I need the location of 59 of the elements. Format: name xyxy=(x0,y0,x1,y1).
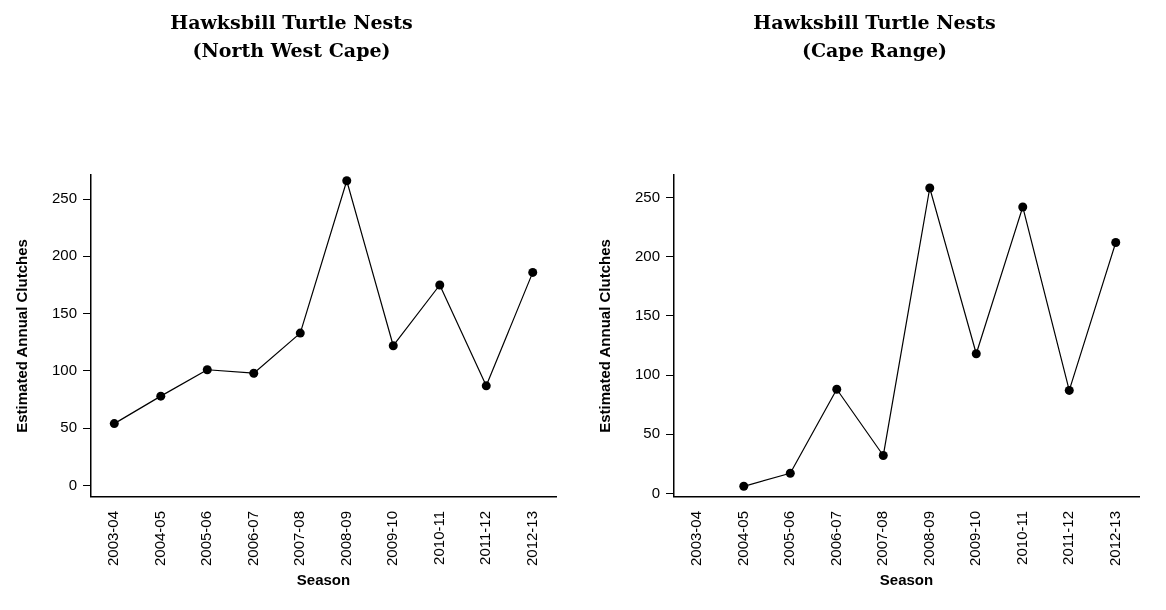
x-tick-label: 2008-09 xyxy=(336,510,354,567)
y-tick-label: 250 xyxy=(635,187,661,205)
x-tick-label: 2011-12 xyxy=(1059,510,1077,565)
x-tick-label: 2004-05 xyxy=(733,510,751,567)
point xyxy=(388,341,398,351)
point xyxy=(342,176,352,186)
y-tick-label: 150 xyxy=(635,305,661,323)
y-tick-label: 200 xyxy=(635,246,661,264)
x-axis-title: Season xyxy=(296,571,351,589)
y-tick-label: 0 xyxy=(68,475,78,493)
x-tick-label: 2010-11 xyxy=(1012,510,1030,565)
chart-title: Hawksbill Turtle Nests xyxy=(752,10,997,35)
point xyxy=(202,365,212,375)
point xyxy=(739,481,749,491)
point xyxy=(481,381,491,391)
x-tick-label: 2006-07 xyxy=(826,510,844,567)
point xyxy=(295,328,305,338)
y-tick-label: 0 xyxy=(651,483,661,501)
y-tick-label: 50 xyxy=(60,418,78,436)
y-tick-label: 200 xyxy=(52,246,78,264)
x-axis-title: Season xyxy=(879,571,934,589)
y-tick-label: 100 xyxy=(52,361,78,379)
point xyxy=(785,468,795,478)
y-axis-title: Estimated Annual Clutches xyxy=(596,239,614,433)
x-tick-label: 2012-13 xyxy=(1105,510,1123,567)
chart-title: Hawksbill Turtle Nests xyxy=(169,10,414,35)
point xyxy=(878,451,888,461)
y-tick-label: 150 xyxy=(52,303,78,321)
point xyxy=(156,391,166,401)
x-tick-label: 2011-12 xyxy=(476,510,494,565)
point xyxy=(1018,202,1028,212)
point xyxy=(109,419,119,429)
y-tick-label: 250 xyxy=(52,189,78,207)
point xyxy=(925,183,935,193)
point xyxy=(249,368,259,378)
y-tick-label: 50 xyxy=(643,424,661,442)
x-tick-label: 2003-04 xyxy=(104,510,122,567)
x-tick-label: 2006-07 xyxy=(243,510,261,567)
x-tick-label: 2008-09 xyxy=(919,510,937,567)
chart-subtitle: (Cape Range) xyxy=(800,38,949,63)
x-tick-label: 2009-10 xyxy=(383,510,401,567)
point xyxy=(528,267,538,277)
y-tick-label: 100 xyxy=(635,365,661,383)
x-tick-label: 2005-06 xyxy=(197,510,215,567)
x-tick-label: 2004-05 xyxy=(150,510,168,567)
x-tick-label: 2012-13 xyxy=(522,510,540,567)
x-tick-label: 2005-06 xyxy=(780,510,798,567)
x-tick-label: 2009-10 xyxy=(966,510,984,567)
point xyxy=(435,280,445,290)
x-tick-label: 2007-08 xyxy=(290,510,308,567)
x-tick-label: 2003-04 xyxy=(687,510,705,567)
point xyxy=(832,384,842,394)
x-tick-label: 2010-11 xyxy=(429,510,447,565)
point xyxy=(1064,385,1074,395)
x-tick-label: 2007-08 xyxy=(873,510,891,567)
chart-subtitle: (North West Cape) xyxy=(191,38,392,63)
point xyxy=(971,349,981,359)
point xyxy=(1111,237,1121,247)
y-axis-title: Estimated Annual Clutches xyxy=(13,239,31,433)
